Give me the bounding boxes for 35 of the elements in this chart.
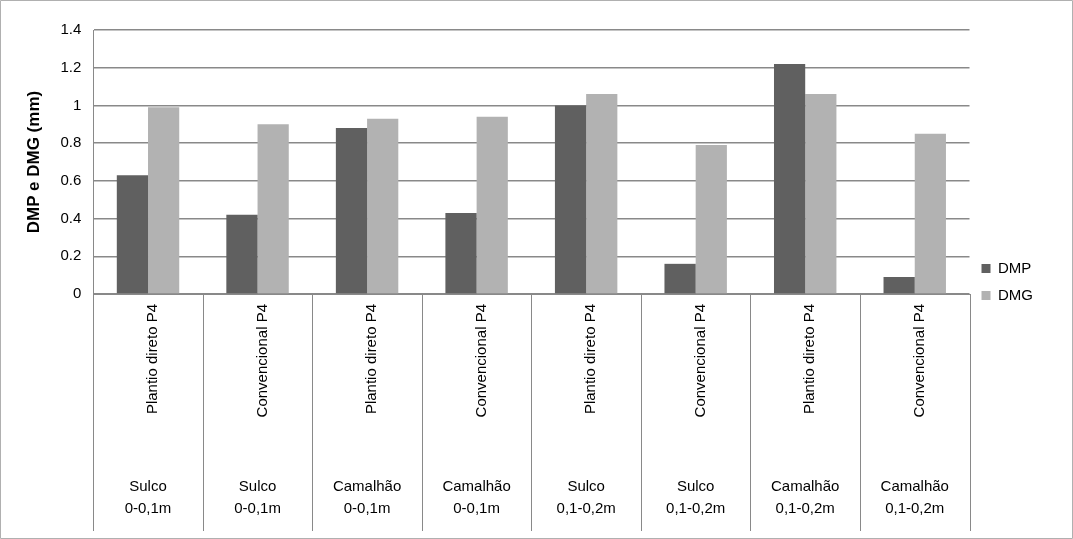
y-tick-label: 0.4 xyxy=(60,208,82,226)
y-tick-label: 0.2 xyxy=(60,246,82,264)
legend-label: DMG xyxy=(998,285,1033,303)
legend-label: DMP xyxy=(998,258,1032,276)
bar xyxy=(883,277,915,294)
bar xyxy=(554,105,587,294)
category-label: Plantio direto P4 Camalhão 0-0,1m xyxy=(332,304,402,517)
y-tick-label: 0.8 xyxy=(60,133,82,151)
category-label: Plantio direto P4 Sulco 0-0,1m xyxy=(124,304,172,517)
bar xyxy=(116,175,149,294)
category-label: Plantio direto P4 Camalhão 0,1-0,2m xyxy=(771,304,840,517)
category-label: Convencional P4 Sulco 0,1-0,2m xyxy=(666,304,726,517)
bar xyxy=(257,124,289,294)
y-tick-label: 1 xyxy=(72,95,82,113)
bar xyxy=(367,118,399,294)
category-label: Convencional P4 Camalhão 0,1-0,2m xyxy=(880,304,949,517)
bar xyxy=(445,212,477,294)
bar xyxy=(476,116,508,294)
category-label: Plantio direto P4 Sulco 0,1-0,2m xyxy=(556,304,616,517)
y-tick-label: 1.4 xyxy=(60,20,82,38)
bar xyxy=(226,214,258,294)
y-tick-label: 1.2 xyxy=(60,57,82,75)
y-tick-label: 0 xyxy=(72,284,82,302)
y-tick-label: 0.6 xyxy=(60,171,82,188)
category-label: Convencional P4 Sulco 0-0,1m xyxy=(234,304,281,517)
bar xyxy=(914,133,946,294)
category-label: Convencional P4 Camalhão 0-0,1m xyxy=(442,304,511,517)
y-axis-title: DMP e DMG (mm) xyxy=(23,90,43,234)
bar xyxy=(695,145,727,294)
bar xyxy=(148,107,180,294)
bar xyxy=(805,94,837,294)
bar xyxy=(664,263,696,294)
bar xyxy=(335,128,368,294)
bar xyxy=(586,94,618,294)
bar xyxy=(773,63,806,294)
